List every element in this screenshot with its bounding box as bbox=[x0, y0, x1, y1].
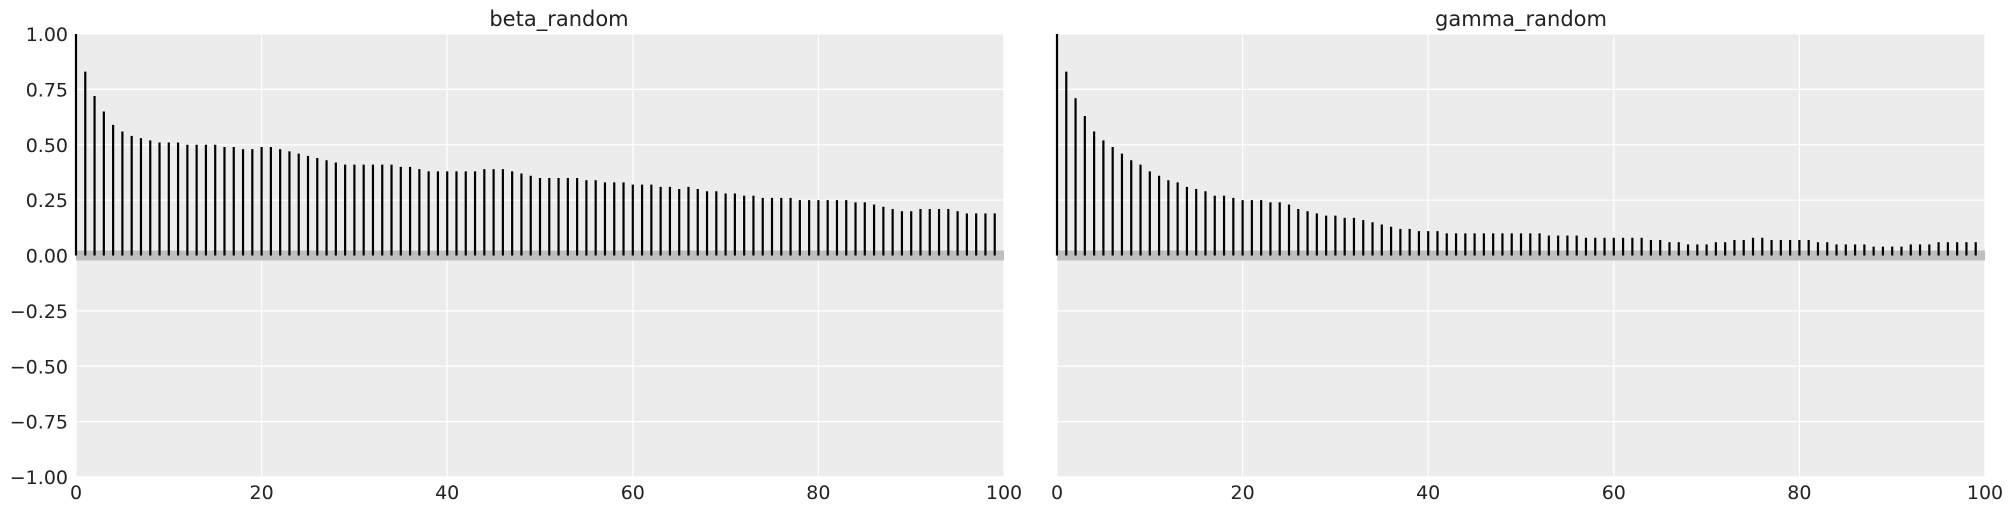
y-tick-label: −0.25 bbox=[10, 301, 68, 323]
x-tick-label: 80 bbox=[806, 482, 830, 504]
panel-title: gamma_random bbox=[1435, 7, 1607, 32]
y-tick-label: −0.75 bbox=[10, 412, 68, 434]
x-tick-label: 100 bbox=[1967, 482, 2003, 504]
y-tick-label: −1.00 bbox=[10, 467, 68, 489]
panel-title: beta_random bbox=[489, 7, 628, 32]
y-tick-label: −0.50 bbox=[10, 356, 68, 378]
y-tick-label: 1.00 bbox=[26, 24, 68, 46]
y-tick-label: 0.00 bbox=[26, 246, 68, 268]
x-tick-label: 80 bbox=[1787, 482, 1811, 504]
y-tick-label: 0.75 bbox=[26, 79, 68, 101]
x-tick-label: 20 bbox=[250, 482, 274, 504]
x-tick-label: 0 bbox=[1051, 482, 1063, 504]
x-tick-label: 0 bbox=[70, 482, 82, 504]
x-tick-label: 100 bbox=[986, 482, 1022, 504]
x-tick-label: 60 bbox=[1602, 482, 1626, 504]
beta-random-panel: beta_random 0 20 40 60 80 100 1.00 0.75 0.50 0.25… bbox=[10, 7, 1022, 504]
x-tick-label: 40 bbox=[1416, 482, 1440, 504]
gamma-random-panel: gamma_random 0 20 40 60 80 100 bbox=[1051, 7, 2003, 504]
x-tick-label: 40 bbox=[435, 482, 459, 504]
x-tick-label: 60 bbox=[621, 482, 645, 504]
y-tick-label: 0.50 bbox=[26, 135, 68, 157]
y-tick-label: 0.25 bbox=[26, 190, 68, 212]
x-tick-label: 20 bbox=[1231, 482, 1255, 504]
